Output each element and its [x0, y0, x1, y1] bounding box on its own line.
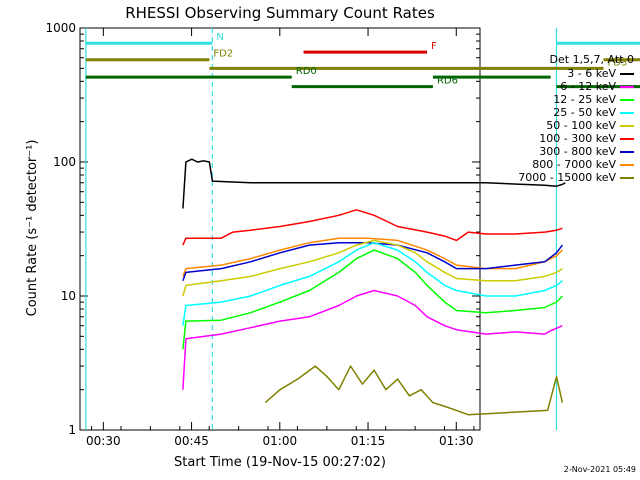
- legend-label: 800 - 7000 keV: [532, 158, 616, 171]
- series-line: [182, 249, 563, 350]
- x-tick-label: 01:30: [439, 434, 474, 448]
- legend: Det 1,5,7, Att 0 3 - 6 keV 6 - 12 keV 12 -…: [494, 53, 634, 184]
- flag-label-rd0: RD0: [296, 66, 317, 77]
- timestamp-label: 2-Nov-2021 05:49: [563, 465, 636, 474]
- legend-swatch: [620, 85, 634, 88]
- legend-label: 300 - 800 keV: [539, 145, 616, 158]
- series-line: [264, 365, 564, 416]
- legend-entry: 3 - 6 keV: [494, 67, 634, 80]
- series-line: [182, 158, 566, 209]
- legend-swatch: [620, 72, 634, 75]
- x-tick-label: 00:30: [86, 434, 121, 448]
- flag-label-fd3: FD3: [608, 57, 628, 68]
- legend-swatch: [620, 176, 634, 179]
- legend-swatch: [620, 111, 634, 114]
- flag-label-n: N: [216, 32, 223, 43]
- legend-title: Det 1,5,7, Att 0: [549, 53, 634, 66]
- y-tick-label: 1000: [45, 21, 76, 35]
- flag-label-rd6: RD6: [437, 76, 458, 87]
- legend-swatch: [620, 124, 634, 127]
- legend-entry: 6 - 12 keV: [494, 80, 634, 93]
- x-axis-label: Start Time (19-Nov-15 00:27:02): [174, 455, 386, 470]
- legend-entry: 12 - 25 keV: [494, 93, 634, 106]
- x-tick-label: 01:00: [263, 434, 298, 448]
- flag-label-f: F: [431, 41, 437, 52]
- legend-swatch: [620, 163, 634, 166]
- legend-label: 25 - 50 keV: [553, 106, 616, 119]
- plot-frame: [79, 27, 481, 431]
- series-line: [182, 237, 563, 277]
- legend-swatch: [620, 98, 634, 101]
- x-tick-label: 00:45: [174, 434, 209, 448]
- legend-entry: 25 - 50 keV: [494, 106, 634, 119]
- x-tick-label: 01:15: [351, 434, 386, 448]
- y-tick-label: 10: [61, 289, 76, 303]
- series-line: [182, 209, 563, 246]
- y-tick-label: 1: [68, 423, 76, 437]
- legend-label: 12 - 25 keV: [553, 93, 616, 106]
- flag-label-fd2: FD2: [213, 49, 233, 60]
- chart-title: RHESSI Observing Summary Count Rates: [125, 4, 435, 22]
- legend-entry: 100 - 300 keV: [494, 132, 634, 145]
- legend-label: 6 - 12 keV: [560, 80, 616, 93]
- y-tick-label: 100: [53, 155, 76, 169]
- y-axis-label: Count Rate (s⁻¹ detector⁻¹): [25, 140, 40, 317]
- series-line: [182, 239, 563, 297]
- legend-entry: 7000 - 15000 keV: [494, 171, 634, 184]
- plot-area: 1 10 100 1000 00:30 00:45 01:00 01:15 01:30 N F FD2…: [45, 21, 640, 448]
- legend-entries: 3 - 6 keV 6 - 12 keV 12 - 25 keV 25 - 50 ke…: [494, 67, 634, 184]
- series-line: [182, 241, 563, 326]
- legend-label: 7000 - 15000 keV: [518, 171, 616, 184]
- legend-label: 3 - 6 keV: [567, 67, 616, 80]
- legend-entry: 800 - 7000 keV: [494, 158, 634, 171]
- legend-entry: 50 - 100 keV: [494, 119, 634, 132]
- legend-label: 50 - 100 keV: [546, 119, 616, 132]
- legend-label: 100 - 300 keV: [539, 132, 616, 145]
- legend-swatch: [620, 150, 634, 153]
- series-line: [182, 289, 563, 390]
- legend-entry: 300 - 800 keV: [494, 145, 634, 158]
- legend-swatch: [620, 137, 634, 140]
